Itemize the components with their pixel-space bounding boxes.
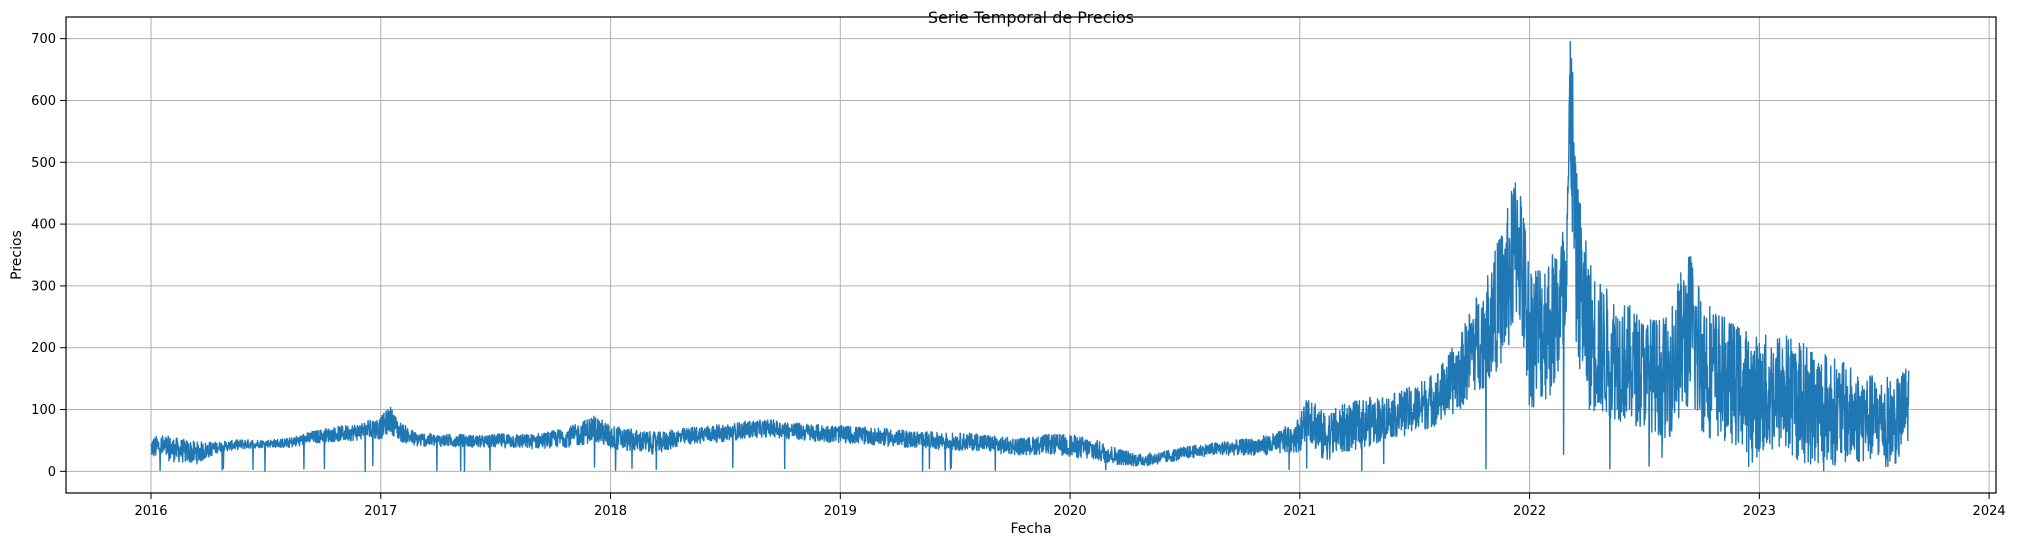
y-tick-label: 300 (31, 279, 56, 294)
chart-title: Serie Temporal de Precios (928, 8, 1134, 27)
x-tick-label: 2023 (1743, 504, 1776, 519)
y-tick-label: 0 (48, 465, 56, 480)
y-tick-label: 700 (31, 32, 56, 47)
x-axis-ticks: 2016 2017 2018 2019 2020 2021 2022 2023 2024 (134, 493, 2006, 519)
x-tick-label: 2020 (1054, 504, 1087, 519)
x-tick-label: 2017 (364, 504, 397, 519)
y-tick-label: 400 (31, 218, 56, 233)
y-tick-label: 200 (31, 341, 56, 356)
y-axis-ticks: 0 100 200 300 400 500 600 700 (31, 32, 66, 480)
x-tick-label: 2024 (1973, 504, 2006, 519)
price-series-line (150, 41, 1910, 472)
x-tick-label: 2022 (1513, 504, 1546, 519)
plot-frame (65, 16, 1997, 494)
x-axis-label: Fecha (1010, 521, 1051, 537)
y-axis-label: Precios (9, 230, 25, 280)
y-tick-label: 100 (31, 403, 56, 418)
y-tick-label: 500 (31, 156, 56, 171)
x-tick-label: 2018 (594, 504, 627, 519)
x-tick-label: 2016 (134, 504, 167, 519)
x-tick-label: 2019 (824, 504, 857, 519)
series-layer (150, 41, 1910, 472)
vertical-grid-lines (150, 17, 1990, 493)
y-tick-label: 600 (31, 94, 56, 109)
x-tick-label: 2021 (1283, 504, 1316, 519)
